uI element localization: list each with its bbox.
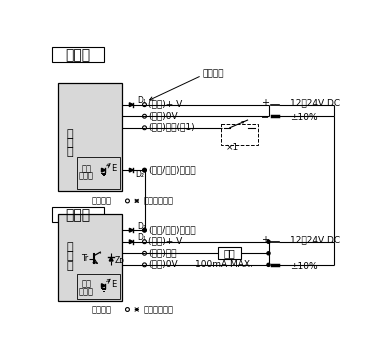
Text: Zᴅ: Zᴅ (114, 256, 124, 265)
Text: 指示灯: 指示灯 (79, 172, 94, 181)
Text: 电: 电 (66, 251, 73, 261)
Text: 路: 路 (66, 148, 73, 157)
FancyBboxPatch shape (218, 247, 242, 260)
Text: 作业: 作业 (82, 280, 91, 289)
Text: 内部电路: 内部电路 (92, 305, 112, 314)
FancyBboxPatch shape (77, 157, 120, 190)
Text: D₁: D₁ (137, 233, 146, 242)
Circle shape (143, 229, 146, 232)
Text: D₁: D₁ (138, 96, 146, 105)
Polygon shape (130, 103, 133, 107)
Text: (粉色)输入(注1): (粉色)输入(注1) (148, 122, 195, 131)
Text: 负载: 负载 (224, 248, 235, 258)
Text: 作业: 作业 (82, 164, 91, 173)
Text: 受光器: 受光器 (65, 208, 90, 222)
FancyBboxPatch shape (221, 124, 258, 145)
Text: 导线颜色: 导线颜色 (203, 69, 224, 78)
FancyBboxPatch shape (58, 83, 122, 191)
Text: (黑色)输出: (黑色)输出 (148, 248, 177, 257)
Circle shape (267, 240, 270, 243)
Text: (褐色)+ V: (褐色)+ V (148, 99, 182, 108)
Text: D₂: D₂ (135, 170, 144, 179)
Text: ±10%: ±10% (290, 262, 318, 271)
Text: 主: 主 (66, 129, 73, 139)
Text: −: − (261, 113, 269, 123)
Text: E: E (111, 280, 117, 289)
Text: Tr: Tr (81, 254, 88, 263)
Circle shape (267, 263, 270, 266)
Text: 外部连接示例: 外部连接示例 (144, 305, 174, 314)
Text: ±10%: ±10% (290, 113, 318, 122)
FancyBboxPatch shape (51, 207, 104, 223)
Text: 电: 电 (66, 138, 73, 148)
Text: 指示灯: 指示灯 (79, 287, 94, 296)
Text: +: + (261, 98, 269, 108)
Polygon shape (101, 284, 106, 288)
Text: 12～24V DC: 12～24V DC (290, 99, 340, 108)
FancyBboxPatch shape (58, 214, 122, 301)
Text: (橙色/紫色)同步线: (橙色/紫色)同步线 (148, 225, 196, 234)
FancyBboxPatch shape (77, 274, 120, 299)
Polygon shape (130, 228, 133, 232)
Text: 主: 主 (66, 242, 73, 252)
Polygon shape (130, 240, 133, 244)
Circle shape (267, 252, 270, 255)
Text: E: E (111, 164, 117, 173)
Text: 内部电路: 内部电路 (92, 196, 112, 205)
Polygon shape (130, 168, 133, 172)
Polygon shape (101, 168, 106, 172)
Text: (褐色)+ V: (褐色)+ V (148, 237, 182, 246)
Text: 100mA MAX.: 100mA MAX. (195, 260, 253, 269)
Text: 12～24V DC: 12～24V DC (290, 236, 340, 245)
Text: 投光器: 投光器 (65, 48, 90, 62)
Circle shape (143, 169, 146, 172)
Text: (蓝色)0V: (蓝色)0V (148, 260, 178, 269)
Text: (橙色/紫色)同步线: (橙色/紫色)同步线 (148, 165, 196, 174)
Text: 外部连接示例: 外部连接示例 (144, 196, 174, 205)
Text: ×1: ×1 (226, 143, 239, 152)
Polygon shape (109, 257, 113, 261)
Text: +: + (261, 235, 269, 245)
Text: −: − (261, 261, 269, 271)
Text: 路: 路 (66, 261, 73, 271)
Text: (蓝色)0V: (蓝色)0V (148, 111, 178, 120)
Text: D₂: D₂ (137, 222, 146, 231)
FancyBboxPatch shape (51, 47, 104, 62)
